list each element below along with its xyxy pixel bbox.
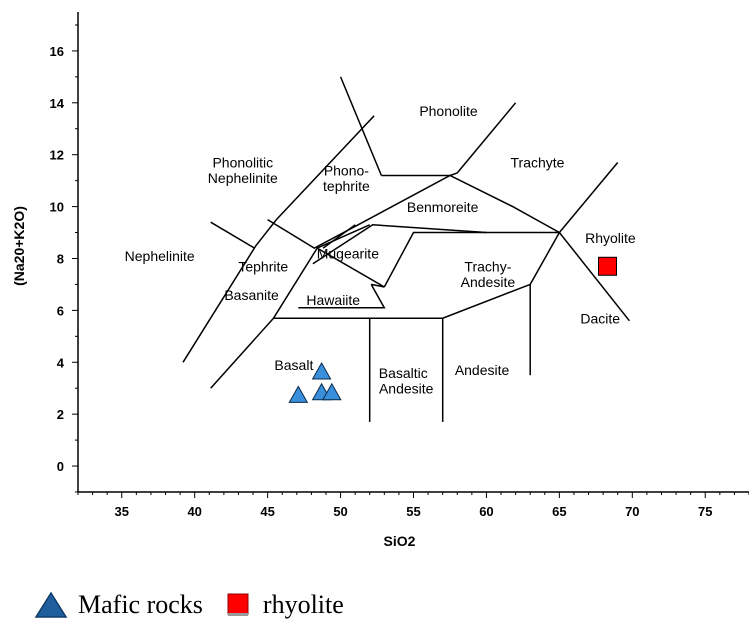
field-label-8: Nephelinite [125, 248, 195, 264]
x-tick-label-65: 65 [552, 504, 566, 519]
square-icon [227, 593, 249, 616]
x-tick-label-50: 50 [333, 504, 347, 519]
point-mafic-1 [288, 385, 309, 403]
field-label-15: Dacite [580, 310, 620, 326]
y-tick-label-4: 4 [57, 355, 65, 370]
field-label-0: Phonolite [419, 103, 478, 119]
x-tick-label-55: 55 [406, 504, 420, 519]
y-axis-title: (Na20+K2O) [11, 206, 27, 286]
field-label-11: Trachy- [464, 258, 511, 274]
field-label-1: Phonolitic [212, 155, 273, 171]
field-label-17: Basaltic [379, 365, 428, 381]
field-label-10: Tephrite [238, 258, 288, 274]
axes: 35 40 45 50 55 60 65 70 75 0 2 4 6 8 10 12 14 16 SiO2 (Na20… [11, 12, 749, 549]
point-mafic-3 [321, 382, 342, 401]
y-tick-label-16: 16 [50, 44, 64, 59]
field-label-2: Nephelinite [208, 170, 278, 186]
field-boundary-1 [210, 232, 561, 389]
y-tick-label-14: 14 [50, 96, 65, 111]
x-tick-label-35: 35 [115, 504, 129, 519]
legend-label-mafic: Mafic rocks [78, 590, 203, 619]
field-boundary-0 [182, 115, 375, 363]
field-boundary-15 [339, 76, 383, 176]
legend-item-rhyolite: rhyolite [225, 590, 344, 620]
field-boundary-12 [322, 224, 356, 249]
point-rhyolite-0 [598, 256, 618, 276]
y-tick-label-6: 6 [57, 303, 64, 318]
y-tick-label-2: 2 [57, 407, 64, 422]
field-boundary-13 [449, 102, 517, 177]
field-label-5: Trachyte [511, 155, 565, 171]
x-axis-title: SiO2 [384, 533, 416, 549]
x-tick-label-45: 45 [260, 504, 274, 519]
field-boundary-5 [210, 221, 255, 249]
triangle-icon [34, 591, 68, 618]
x-tick-label-70: 70 [625, 504, 639, 519]
legend: Mafic rocks rhyolite [34, 588, 366, 622]
field-boundaries [182, 76, 630, 422]
x-tick-label-60: 60 [479, 504, 493, 519]
field-boundary-4 [267, 174, 560, 249]
y-tick-label-12: 12 [50, 148, 64, 163]
x-tick-label-75: 75 [698, 504, 712, 519]
y-tick-label-10: 10 [50, 200, 64, 215]
legend-item-mafic: Mafic rocks [34, 590, 203, 620]
field-label-6: Benmoreite [407, 199, 479, 215]
point-mafic-0 [311, 361, 332, 380]
field-label-16: Basalt [274, 357, 313, 373]
x-tick-label-40: 40 [187, 504, 201, 519]
field-label-9: Mugearite [317, 245, 379, 261]
field-label-3: Phono- [324, 162, 369, 178]
field-label-14: Hawaiite [306, 292, 360, 308]
field-boundary-11 [383, 231, 487, 288]
field-label-13: Basanite [224, 287, 279, 303]
legend-label-rhyolite: rhyolite [262, 590, 344, 619]
field-label-7: Rhyolite [585, 230, 636, 246]
y-tick-label-8: 8 [57, 251, 64, 266]
field-label-18: Andesite [379, 380, 434, 396]
field-label-19: Andesite [455, 362, 510, 378]
field-boundary-16 [558, 162, 619, 233]
y-tick-label-0: 0 [57, 459, 64, 474]
field-label-12: Andesite [461, 274, 516, 290]
tas-chart: 35 40 45 50 55 60 65 70 75 0 2 4 6 8 10 12 14 16 SiO2 (Na20… [11, 12, 749, 549]
data-points [288, 256, 618, 403]
field-boundary-3 [298, 284, 386, 309]
field-label-4: tephrite [323, 178, 370, 194]
